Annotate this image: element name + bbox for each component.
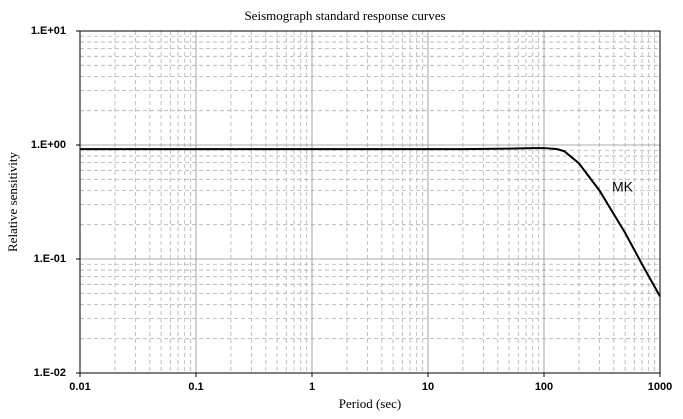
x-axis-label: Period (sec) — [339, 396, 401, 411]
x-tick-label: 100 — [535, 381, 553, 393]
plot-frame — [79, 30, 661, 374]
line — [80, 147, 661, 297]
x-tick-label: 10 — [422, 381, 434, 393]
x-tick-label: 1000 — [648, 381, 672, 393]
x-tick-label: 0.1 — [188, 381, 203, 393]
y-tick-label: 1.E+01 — [31, 25, 66, 37]
y-tick-label: 1.E-02 — [34, 367, 66, 379]
y-tick-label: 1.E-01 — [34, 253, 66, 265]
y-tick-label: 1.E+00 — [31, 139, 66, 151]
annotation: MK — [612, 179, 634, 195]
x-tick-label: 1 — [309, 381, 315, 393]
x-tick-label: 0.01 — [69, 381, 90, 393]
y-axis-label: Relative sensitivity — [5, 151, 20, 252]
chart-title: Seismograph standard response curves — [244, 8, 445, 23]
